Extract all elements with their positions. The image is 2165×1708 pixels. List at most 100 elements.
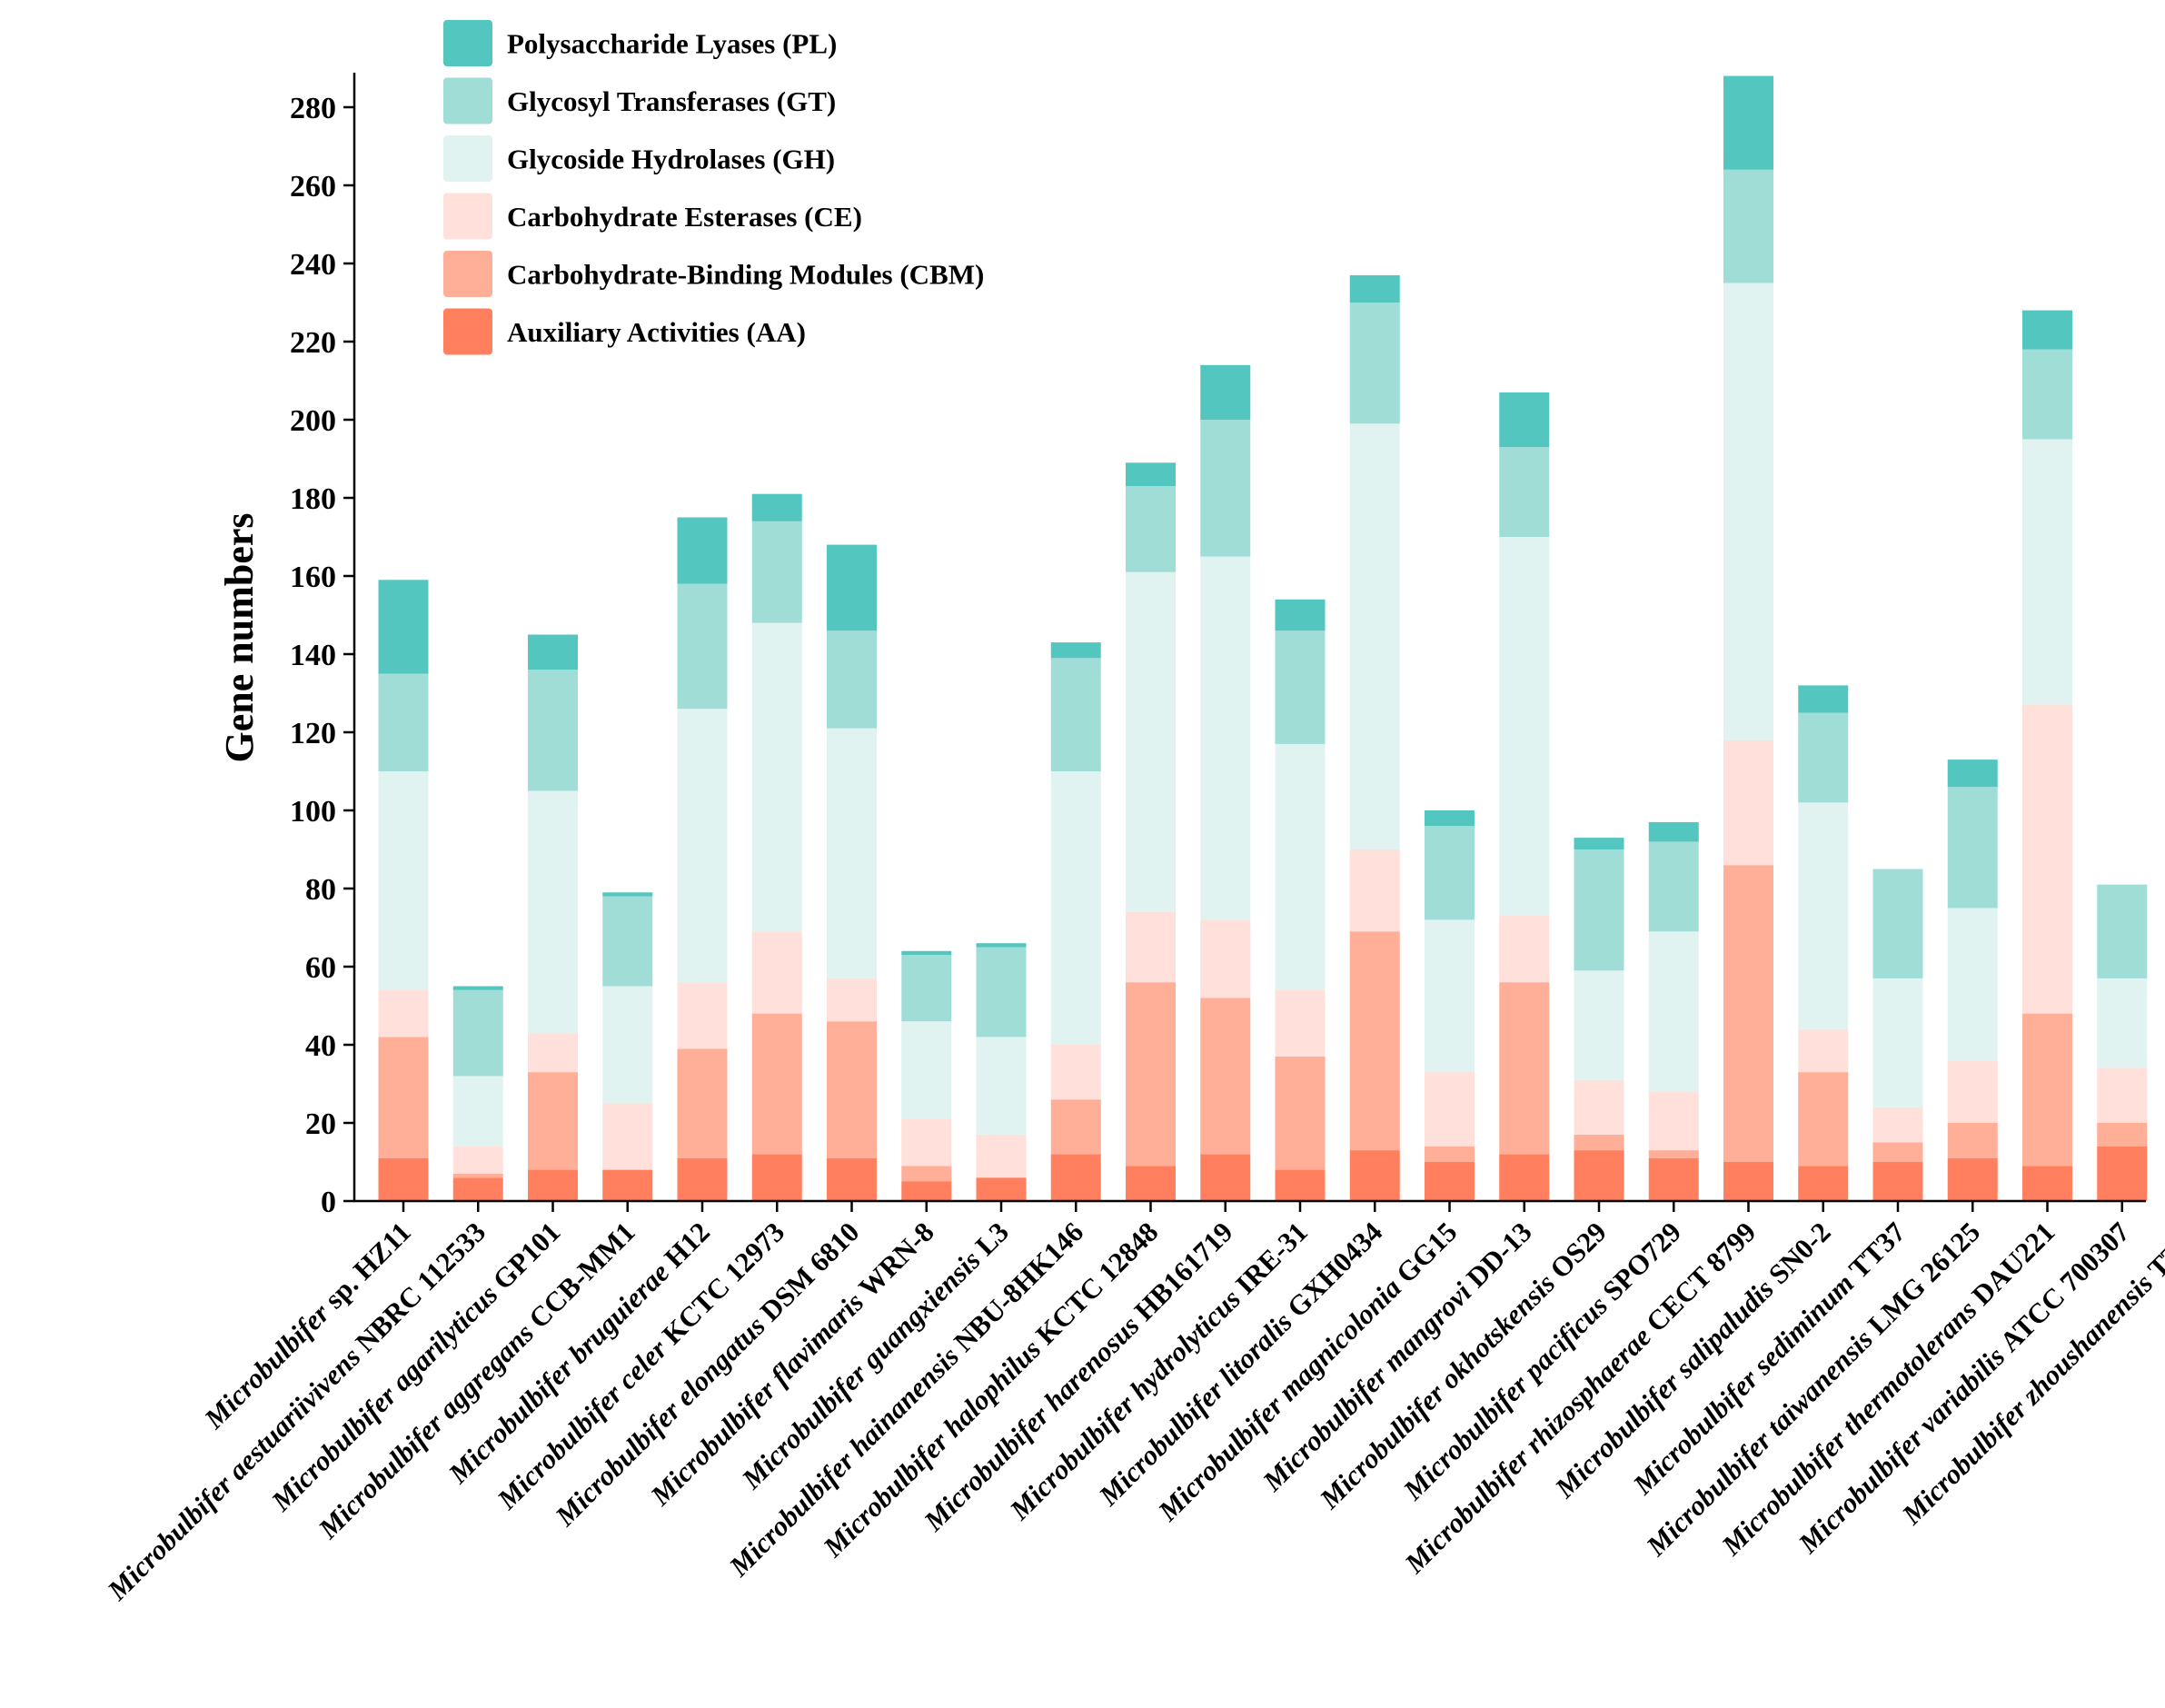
bar-segment-17-4 [1574,970,1624,1080]
bar-segment-1-4 [378,771,429,990]
bar-segment-24-1 [2097,1146,2148,1201]
bar-segment-9-5 [976,947,1027,1038]
bar-segment-2-2 [452,1173,503,1178]
y-tick-label-40: 40 [305,1029,336,1063]
bar-segment-11-2 [1126,982,1176,1167]
y-tick-label-60: 60 [305,951,336,985]
bar-segment-21-4 [1872,978,1923,1107]
bar-segment-2-1 [452,1177,503,1201]
bar-segment-12-6 [1200,364,1251,420]
bar-segment-16-1 [1499,1154,1550,1201]
bar-segment-15-4 [1425,919,1475,1073]
bar-segment-5-4 [677,709,728,983]
bar-segment-18-1 [1648,1157,1699,1201]
legend-swatch-4 [443,193,492,240]
bar-segment-18-6 [1648,821,1699,842]
bar-segment-3-4 [528,790,578,1034]
bar-segment-2-6 [452,986,503,990]
bar-segment-20-4 [1798,802,1849,1029]
bar-segment-12-3 [1200,919,1251,998]
legend-label-3: Glycoside Hydrolases (GH) [507,144,835,175]
bar-segment-2-5 [452,989,503,1077]
bar-segment-15-3 [1425,1072,1475,1147]
legend-label-6: Auxiliary Activities (AA) [507,316,806,348]
bar-segment-7-6 [827,544,877,631]
bar-segment-13-5 [1275,631,1326,744]
bar-segment-4-1 [602,1169,653,1201]
bar-segment-13-6 [1275,599,1326,631]
bar-segment-7-1 [827,1157,877,1201]
y-tick-label-240: 240 [290,248,336,282]
bar-segment-9-4 [976,1037,1027,1135]
bar-segment-21-2 [1872,1142,1923,1162]
y-tick-label-260: 260 [290,170,336,204]
bar-segment-22-2 [1947,1123,1998,1158]
bar-segment-18-3 [1648,1091,1699,1151]
bar-segment-15-2 [1425,1146,1475,1162]
bar-segment-5-5 [677,583,728,710]
bar-segment-19-5 [1723,169,1773,283]
bar-segment-3-2 [528,1072,578,1170]
bar-segment-23-6 [2022,310,2072,350]
bar-segment-16-3 [1499,916,1550,983]
bar-segment-15-6 [1425,810,1475,827]
legend: Polysaccharide Lyases (PL) Glycosyl Trans… [443,20,984,355]
bar-segment-13-4 [1275,743,1326,990]
bar-segment-9-3 [976,1134,1027,1178]
bar-segment-19-1 [1723,1162,1773,1201]
bar-segment-21-1 [1872,1162,1923,1201]
y-tick-label-80: 80 [305,873,336,907]
bar-segment-8-1 [901,1181,952,1201]
bar-segment-10-1 [1050,1154,1101,1201]
bar-segment-14-5 [1349,303,1400,424]
bar-segment-18-2 [1648,1150,1699,1158]
bar-segment-3-1 [528,1169,578,1201]
bar-segment-6-4 [751,622,802,932]
legend-swatch-2 [443,77,492,124]
bar-segment-8-3 [901,1118,952,1167]
bar-segment-17-6 [1574,838,1624,849]
bar-segment-24-3 [2097,1068,2148,1123]
bar-segment-14-3 [1349,849,1400,932]
bar-segment-10-5 [1050,658,1101,771]
bar-segment-17-5 [1574,849,1624,971]
bar-segment-22-5 [1947,787,1998,909]
y-tick-label-280: 280 [290,92,336,125]
bar-segment-11-1 [1126,1166,1176,1201]
bar-segment-21-5 [1872,869,1923,978]
bar-segment-14-2 [1349,931,1400,1151]
bar-segment-20-5 [1798,712,1849,803]
bar-segment-17-1 [1574,1150,1624,1201]
y-tick-label-120: 120 [290,717,336,750]
bar-segment-22-3 [1947,1060,1998,1123]
bar-segment-8-4 [901,1021,952,1119]
legend-swatch-5 [443,251,492,297]
bar-segment-1-6 [378,580,429,674]
bar-segment-23-5 [2022,349,2072,440]
bar-segment-19-3 [1723,740,1773,866]
y-ticks-group: 0 20 40 60 80 100 120 140 160 180 200 220 240 260 280 [290,92,354,1219]
bar-segment-19-2 [1723,865,1773,1162]
y-tick-label-180: 180 [290,482,336,516]
bar-segment-10-4 [1050,771,1101,1045]
bar-segment-16-2 [1499,982,1550,1155]
bars-group [378,75,2148,1201]
legend-label-5: Carbohydrate-Binding Modules (CBM) [507,259,984,291]
bar-segment-12-5 [1200,420,1251,557]
bar-segment-17-3 [1574,1079,1624,1135]
bar-segment-11-4 [1126,571,1176,912]
bar-segment-14-4 [1349,423,1400,849]
bar-segment-16-4 [1499,537,1550,917]
bar-segment-22-6 [1947,760,1998,788]
bar-segment-5-1 [677,1157,728,1201]
bar-segment-6-6 [751,493,802,521]
bar-segment-11-6 [1126,462,1176,487]
bar-segment-10-3 [1050,1045,1101,1100]
legend-swatch-3 [443,135,492,182]
bar-segment-19-6 [1723,75,1773,170]
bar-segment-15-5 [1425,826,1475,920]
bar-segment-2-3 [452,1146,503,1174]
bar-segment-22-1 [1947,1157,1998,1201]
